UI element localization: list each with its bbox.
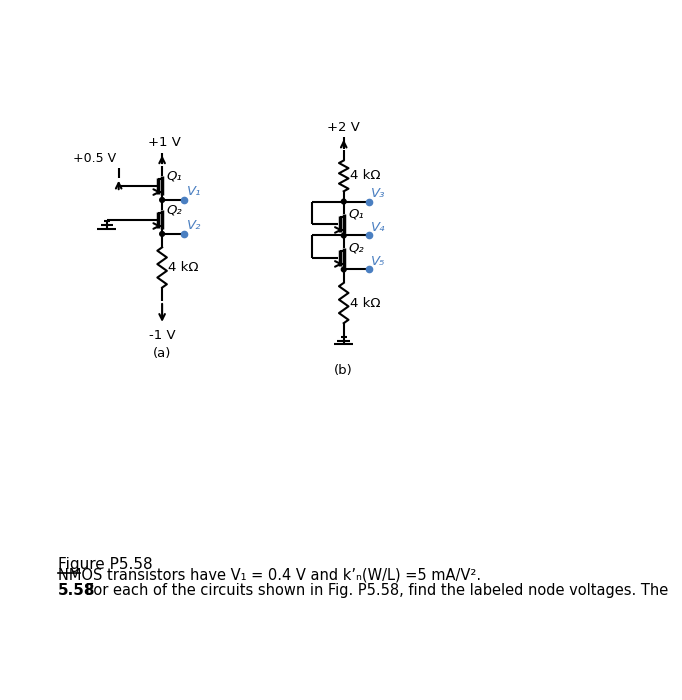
Text: Q₂: Q₂: [167, 204, 183, 216]
Text: Q₂: Q₂: [349, 241, 364, 254]
Circle shape: [342, 199, 346, 204]
Text: Figure P5.58: Figure P5.58: [58, 557, 153, 572]
Text: For each of the circuits shown in Fig. P5.58, find the labeled node voltages. Th: For each of the circuits shown in Fig. P…: [80, 583, 668, 598]
Text: Q₁: Q₁: [167, 169, 183, 183]
Text: +0.5 V: +0.5 V: [73, 152, 117, 165]
Circle shape: [160, 197, 164, 202]
Circle shape: [342, 233, 346, 238]
Text: V₂: V₂: [187, 219, 201, 232]
Text: Q₁: Q₁: [349, 207, 364, 220]
Text: V₃: V₃: [372, 187, 386, 200]
Text: V₁: V₁: [187, 186, 201, 198]
Text: +1 V: +1 V: [148, 136, 181, 149]
Text: V₅: V₅: [372, 255, 386, 268]
Circle shape: [342, 267, 346, 272]
Text: 4 kΩ: 4 kΩ: [168, 261, 199, 274]
Text: 4 kΩ: 4 kΩ: [350, 297, 381, 309]
Text: 4 kΩ: 4 kΩ: [350, 169, 381, 183]
Text: (a): (a): [153, 346, 171, 360]
Text: NMOS transistors have V₁ = 0.4 V and k’ₙ(W/L) =5 mA/V².: NMOS transistors have V₁ = 0.4 V and k’ₙ…: [58, 567, 481, 582]
Text: +2 V: +2 V: [327, 120, 360, 134]
Circle shape: [160, 232, 164, 237]
Text: 5.58: 5.58: [58, 583, 95, 598]
Text: V₄: V₄: [372, 221, 386, 234]
Text: (b): (b): [334, 364, 353, 377]
Text: -1 V: -1 V: [149, 330, 175, 342]
